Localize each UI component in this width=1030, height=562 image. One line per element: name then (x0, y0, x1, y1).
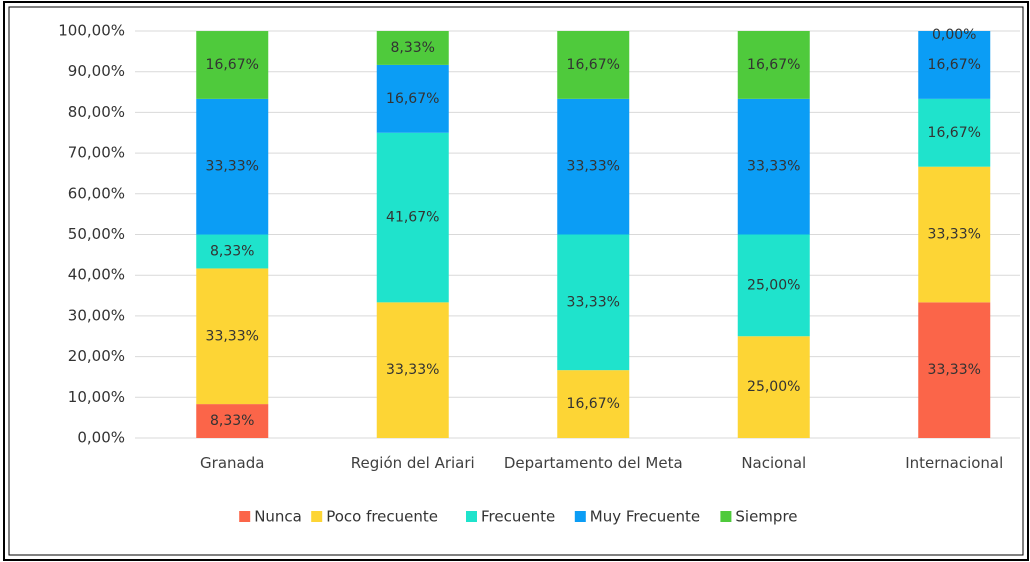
legend-label: Muy Frecuente (590, 508, 700, 526)
legend-label: Frecuente (481, 508, 555, 526)
bar-segment (196, 31, 269, 99)
bar-segment (196, 268, 269, 405)
bar-segment (376, 64, 449, 133)
x-tick-label: Internacional (905, 454, 1004, 472)
data-label: 33,33% (567, 294, 620, 310)
data-label: 33,33% (386, 362, 439, 378)
data-label: 16,67% (567, 57, 620, 73)
data-label: 0,00% (932, 27, 976, 43)
y-tick-label: 40,00% (68, 266, 125, 284)
data-label: 33,33% (206, 159, 259, 175)
data-label: 8,33% (210, 413, 254, 429)
y-tick-label: 90,00% (68, 62, 125, 80)
y-tick-label: 100,00% (58, 22, 125, 40)
data-label: 16,67% (567, 396, 620, 412)
bar-segment (196, 234, 269, 269)
x-tick-label: Nacional (741, 454, 807, 472)
bar-segment (196, 404, 269, 438)
frame-inner (8, 6, 1024, 556)
bar-segment (376, 31, 449, 65)
y-tick-label: 80,00% (68, 103, 125, 121)
data-label: 33,33% (206, 328, 259, 344)
data-label: 33,33% (567, 159, 620, 175)
bar-segment (737, 234, 810, 337)
legend-label: Nunca (254, 508, 302, 526)
bar-segment (737, 336, 810, 438)
bar-segment (918, 302, 991, 438)
data-label: 41,67% (386, 210, 439, 226)
y-tick-label: 20,00% (68, 347, 125, 365)
data-label: 16,67% (928, 57, 981, 73)
legend-swatch (574, 511, 586, 522)
bar-segment (737, 98, 810, 235)
y-tick-label: 70,00% (68, 144, 125, 162)
frame (3, 1, 1029, 561)
bar-segment (557, 98, 630, 235)
bar-segment (737, 31, 810, 99)
bar-segment (557, 234, 630, 371)
data-label: 16,67% (386, 91, 439, 107)
data-label: 8,33% (391, 40, 435, 56)
data-label: 25,00% (747, 277, 800, 293)
data-label: 25,00% (747, 379, 800, 395)
x-tick-label: Región del Ariari (350, 454, 475, 472)
y-tick-label: 10,00% (68, 388, 125, 406)
bar-segment (376, 302, 449, 438)
data-label: 16,67% (747, 57, 800, 73)
legend-swatch (720, 511, 732, 522)
x-tick-label: Granada (200, 454, 265, 472)
data-label: 33,33% (928, 227, 981, 243)
bar-segment (196, 98, 269, 235)
bar-segment (557, 31, 630, 99)
bar-segment (918, 31, 991, 99)
y-tick-label: 60,00% (68, 184, 125, 202)
y-tick-label: 0,00% (77, 429, 125, 447)
bar-segment (557, 370, 630, 438)
bar-segment (918, 98, 991, 167)
legend-label: Siempre (735, 508, 797, 526)
data-label: 16,67% (206, 57, 259, 73)
legend-swatch (311, 511, 323, 522)
y-tick-label: 50,00% (68, 225, 125, 243)
x-tick-label: Departamento del Meta (503, 454, 683, 472)
data-label: 16,67% (928, 125, 981, 141)
legend-swatch (239, 511, 251, 522)
bar-segment (376, 132, 449, 303)
data-label: 33,33% (747, 159, 800, 175)
bar-segment (918, 166, 991, 303)
legend-label: Poco frecuente (326, 508, 438, 526)
y-tick-label: 30,00% (68, 306, 125, 324)
legend-swatch (466, 511, 477, 522)
data-label: 33,33% (928, 362, 981, 378)
data-label: 8,33% (210, 243, 254, 259)
